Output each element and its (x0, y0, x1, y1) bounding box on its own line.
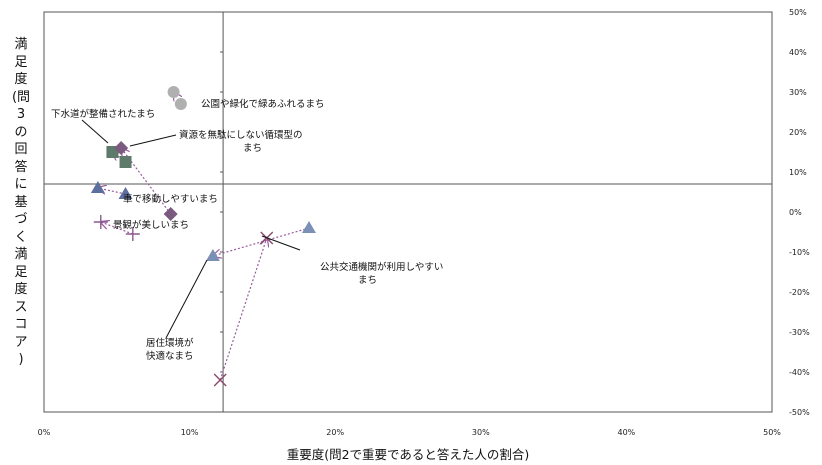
y-tick-label: 50% (789, 8, 807, 17)
annotation-transit-line1: 公共交通機関が利用しやすい (320, 261, 443, 273)
x-tick-label: 0% (38, 428, 51, 437)
y-axis-title-char: 答 (14, 159, 28, 175)
x-tick-label: 10% (181, 428, 199, 437)
x-tick-labels: 0% 10% 20% 30% 40% 50% (38, 428, 782, 437)
annotation-scenery: 景観が美しいまち (113, 219, 189, 231)
callout-lines (81, 119, 301, 339)
diamond-marker (163, 207, 178, 221)
y-tick-label: -40% (789, 368, 810, 377)
x-marker (213, 373, 227, 387)
y-axis-title-char: く (14, 229, 28, 245)
x-tick-label: 50% (763, 428, 781, 437)
connector-arrow (101, 222, 134, 235)
y-axis-title-char: ) (18, 352, 24, 367)
y-tick-label: 40% (789, 48, 807, 57)
x-tick-label: 30% (472, 428, 490, 437)
y-axis-title-char: 度 (14, 72, 28, 87)
plot-frame (43, 11, 773, 413)
x-tick-label: 40% (618, 428, 636, 437)
y-axis-title-char: コ (14, 317, 28, 332)
y-axis-title-char: 足 (14, 264, 28, 280)
annotation-car: 車で移動しやすいまち (123, 193, 218, 205)
annotation-recycle-line2: まち (243, 143, 262, 154)
callout-line (129, 134, 177, 147)
y-axis-title-char: に (14, 177, 28, 192)
square-marker (119, 156, 132, 168)
y-tick-label: -10% (789, 248, 810, 257)
annotation-transit-line2: まち (358, 275, 377, 286)
connector-arrow (219, 238, 267, 381)
y-tick-label: -20% (789, 288, 810, 297)
y-tick-label: 20% (789, 128, 807, 137)
annotation-living-line1: 居住環境が (146, 337, 194, 349)
annotation-labels: 公園や緑化で緑あふれるまち 下水道が整備されたまち 資源を無駄にしない循環型の … (51, 98, 443, 362)
callout-line (81, 119, 109, 144)
diamond-marker (114, 141, 129, 155)
callout-line (165, 259, 208, 339)
annotation-park: 公園や緑化で緑あふれるまち (201, 98, 325, 110)
annotation-sewer: 下水道が整備されたまち (51, 108, 155, 120)
callout-line (261, 235, 301, 251)
plus-marker (125, 227, 140, 241)
circle-marker (174, 98, 187, 110)
x-axis-title: 重要度(問2で重要であると答えた人の割合) (287, 447, 530, 462)
y-tick-label: 0% (789, 208, 802, 217)
y-axis-title-char: ア (14, 334, 28, 350)
y-axis-title-char: 回 (14, 142, 28, 157)
y-axis-title-char: 足 (14, 54, 28, 70)
x-tick-label: 20% (326, 428, 344, 437)
y-axis-title-char: づ (14, 212, 28, 227)
circle-marker (167, 86, 180, 98)
triangle-marker (90, 181, 105, 193)
y-axis-title-char: 満 (14, 37, 28, 52)
y-tick-label: 30% (789, 88, 807, 97)
triangle-marker (118, 187, 133, 199)
plus-marker (93, 215, 108, 229)
y-axis-title-char: 3 (16, 107, 26, 122)
y-axis-title-char: 度 (14, 282, 28, 297)
y-tick-label: -30% (789, 328, 810, 337)
plot-border (43, 11, 773, 413)
y-tick-label: 10% (789, 168, 807, 177)
y-tick-labels: 50% 40% 30% 20% 10% 0% -10% -20% -30% -40% -50% (789, 8, 810, 417)
y-axis-title-char: 基 (14, 194, 28, 210)
y-axis-title-char: 満 (14, 247, 28, 262)
y-tick-label: -50% (789, 408, 810, 417)
triangle-marker (205, 249, 220, 261)
y-axis-title-char: の (14, 124, 28, 140)
connector-arrow (98, 188, 126, 195)
connector-arrow (213, 227, 310, 256)
annotation-recycle-line1: 資源を無駄にしない循環型の (179, 129, 303, 141)
y-axis-title-char: (問 (11, 89, 31, 105)
triangle-marker (301, 221, 316, 233)
y-axis-title-char: ス (14, 299, 28, 315)
y-axis-title: 満足度 (問 3 の回答に基づく満足度スコア) (9, 36, 33, 369)
annotation-living-line2: 快適なまち (146, 350, 194, 362)
